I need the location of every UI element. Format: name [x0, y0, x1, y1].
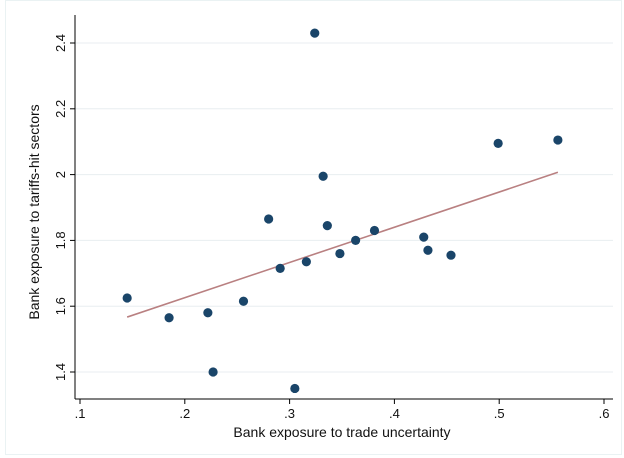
- data-point-16: [423, 245, 433, 255]
- chart-frame: [5, 0, 622, 455]
- data-point-12: [335, 248, 345, 259]
- data-point-1: [164, 313, 174, 323]
- x-tick-label-2: .3: [284, 406, 295, 421]
- data-point-11: [322, 220, 332, 231]
- points-layer: [122, 28, 563, 394]
- gridlines: [75, 42, 613, 373]
- data-point-18: [493, 138, 503, 148]
- data-point-9: [310, 28, 320, 38]
- data-point-13: [351, 235, 361, 245]
- data-point-2: [203, 308, 213, 318]
- x-tick-label-5: .6: [599, 406, 610, 421]
- x-tick-label-1: .2: [179, 406, 190, 421]
- y-tick-label-5: 2.4: [53, 34, 68, 52]
- data-point-5: [264, 214, 274, 224]
- data-point-19: [553, 135, 563, 145]
- data-point-3: [208, 367, 218, 377]
- fit-line: [126, 171, 559, 318]
- data-point-0: [122, 293, 132, 303]
- data-point-4: [238, 296, 249, 306]
- y-tick-label-4: 2.2: [53, 100, 68, 118]
- x-tick-label-0: .1: [75, 406, 86, 421]
- data-point-15: [419, 232, 429, 242]
- x-axis-title: Bank exposure to trade uncertainty: [233, 424, 450, 440]
- data-point-7: [290, 383, 300, 394]
- x-tick-label-4: .5: [494, 406, 505, 421]
- fit-line-layer: [126, 171, 559, 318]
- data-point-17: [446, 250, 456, 260]
- y-tick-label-2: 1.8: [53, 231, 68, 249]
- data-point-14: [369, 225, 380, 236]
- y-tick-label-0: 1.4: [53, 363, 68, 381]
- axes: .1 .2 .3 .4 .5 .6 1.4 1.6 1.8 2 2.2 2.4: [53, 15, 613, 421]
- x-tick-label-3: .4: [389, 406, 400, 421]
- y-tick-label-1: 1.6: [53, 297, 68, 315]
- data-point-10: [318, 171, 328, 181]
- y-axis-title: Bank exposure to tariffs-hit sectors: [26, 104, 42, 319]
- data-point-8: [301, 257, 311, 267]
- data-point-6: [275, 263, 285, 273]
- y-tick-label-3: 2: [53, 171, 68, 178]
